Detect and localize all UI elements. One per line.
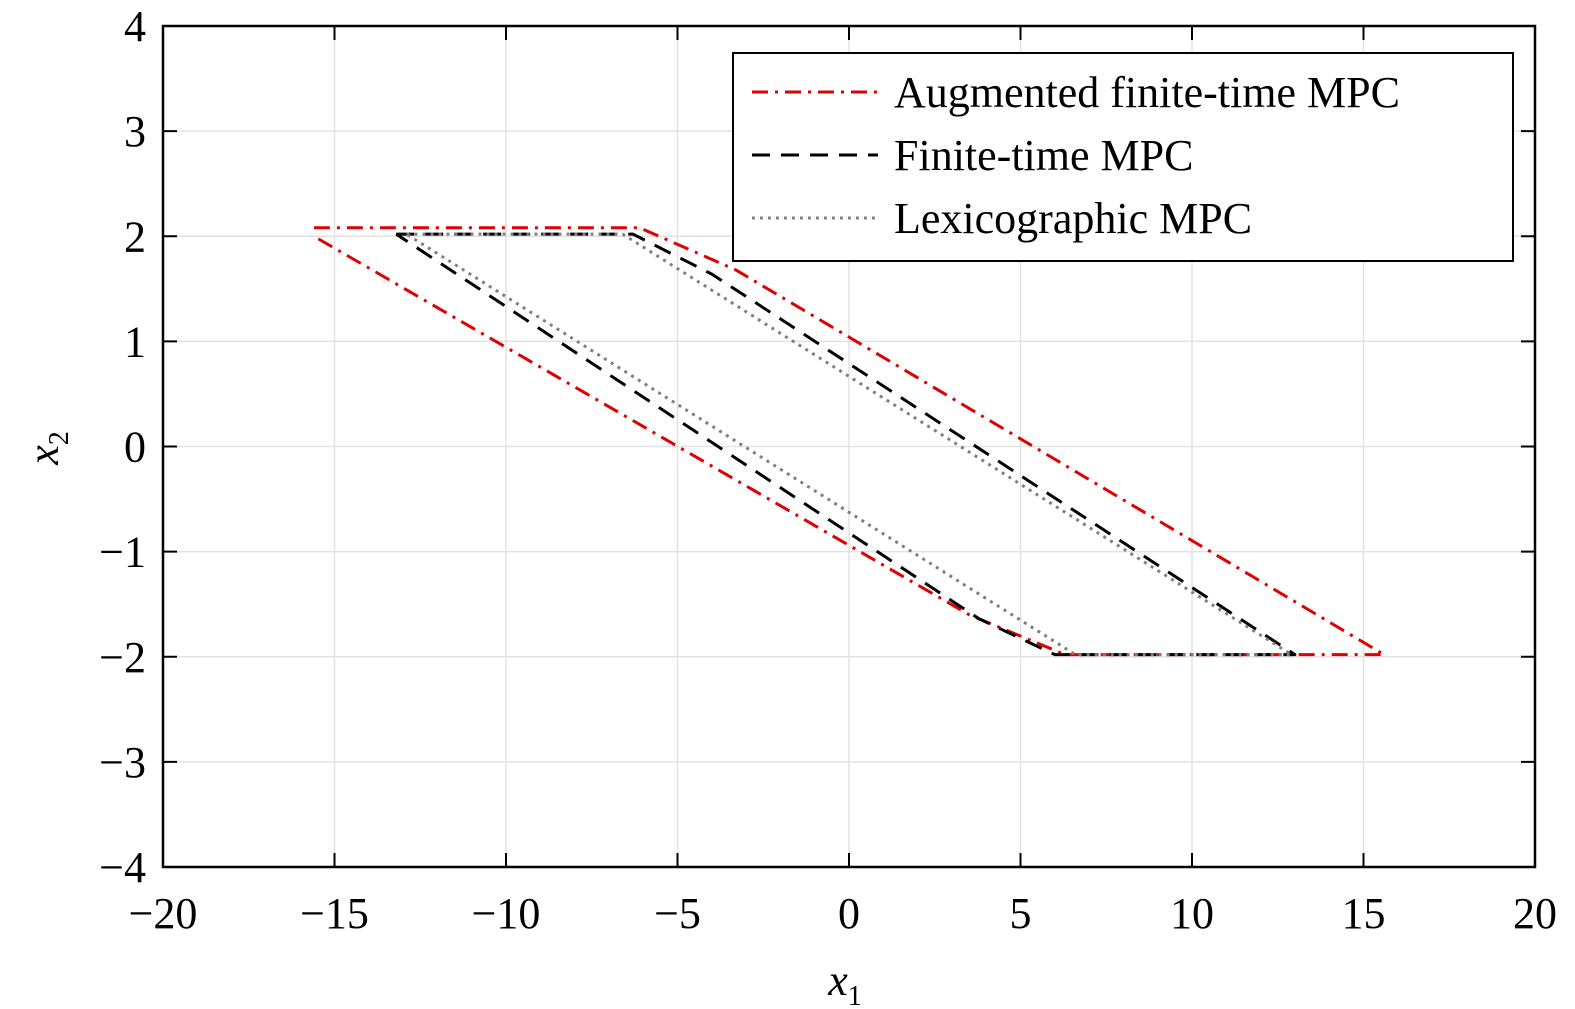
legend-box [732,52,1514,262]
series-augmented-finite-time-mpc [313,226,1386,657]
x-tick-label: −20 [129,889,198,938]
x-tick-label: 5 [1010,889,1032,938]
y-tick-labels: −4 −3 −2 −1 0 1 2 3 4 [99,2,146,892]
x-tick-label: −10 [472,889,541,938]
y-tick-label: 0 [124,423,146,472]
y-axis-label: x2 [19,431,75,466]
series-lines [313,226,1386,657]
legend: Augmented finite-time MPC Finite-time MPC… [732,52,1514,262]
x-tick-label: 10 [1170,889,1214,938]
legend-label-augmented-finite-time-mpc: Augmented finite-time MPC [894,68,1400,117]
y-tick-label: −3 [99,738,146,787]
y-tick-label: 4 [124,2,146,51]
y-tick-label: −2 [99,633,146,682]
legend-label-finite-time-mpc: Finite-time MPC [894,131,1193,180]
legend-label-lexicographic-mpc: Lexicographic MPC [894,194,1252,243]
y-tick-label: −4 [99,843,146,892]
x-tick-label: −5 [654,889,701,938]
y-tick-label: 3 [124,107,146,156]
x-tick-label: 0 [838,889,860,938]
series-finite-time-mpc [395,232,1297,657]
y-tick-label: −1 [99,528,146,577]
x-tick-labels: −20 −15 −10 −5 0 5 10 15 20 [129,889,1557,938]
y-tick-label: 2 [124,212,146,261]
x-tick-label: −15 [300,889,369,938]
x-tick-label: 15 [1342,889,1386,938]
x-axis-label: x1 [827,956,862,1009]
axis-ticks [162,25,1536,868]
series-lexicographic-mpc [405,232,1293,657]
y-tick-label: 1 [124,317,146,366]
x-tick-label: 20 [1513,889,1557,938]
